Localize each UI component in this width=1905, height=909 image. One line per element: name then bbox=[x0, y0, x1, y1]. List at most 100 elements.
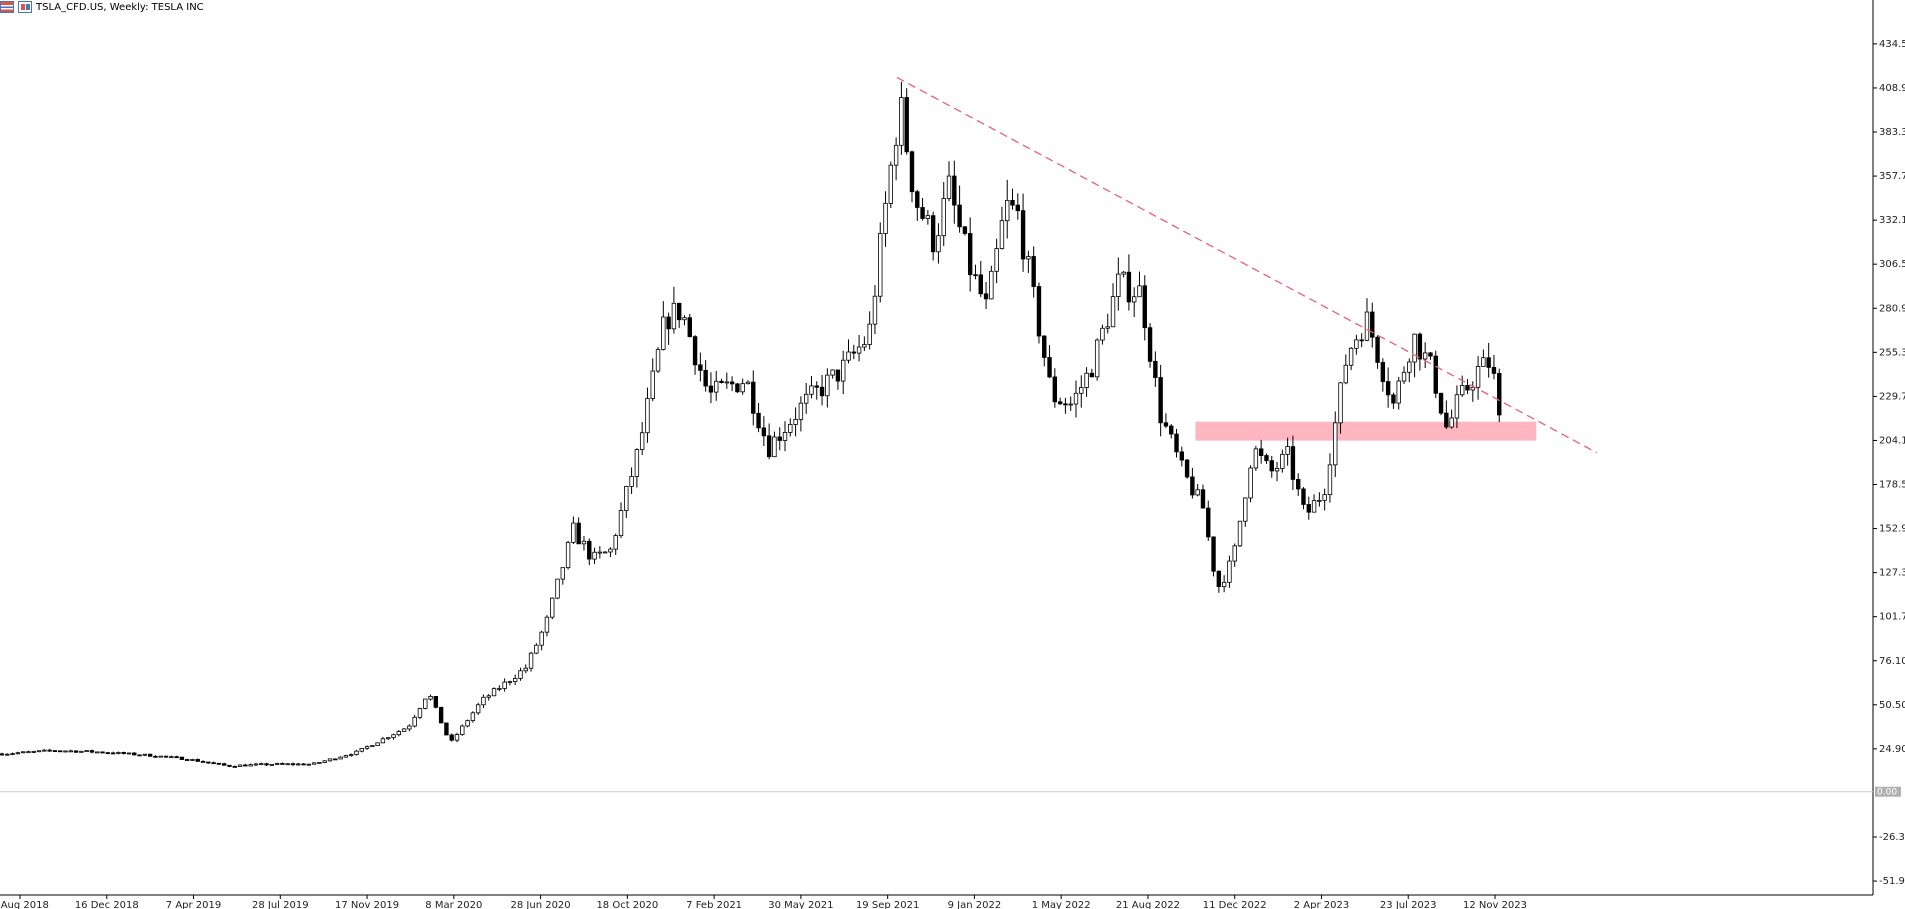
bear-candle bbox=[121, 752, 126, 754]
bear-candle bbox=[1211, 536, 1216, 572]
bear-candle bbox=[692, 336, 698, 366]
bull-candle bbox=[1253, 448, 1259, 469]
x-tick-label: 1 May 2022 bbox=[1032, 900, 1091, 909]
bear-candle bbox=[333, 758, 338, 761]
bull-candle bbox=[348, 754, 354, 757]
bear-candle bbox=[1036, 286, 1042, 337]
bull-candle bbox=[772, 436, 777, 458]
y-tick-label: 280.90 bbox=[1879, 303, 1905, 314]
bear-candle bbox=[1296, 479, 1301, 490]
bear-candle bbox=[290, 763, 296, 766]
bull-candle bbox=[888, 164, 894, 204]
bear-candle bbox=[1142, 285, 1147, 329]
bear-candle bbox=[1179, 451, 1185, 461]
bull-candle bbox=[830, 369, 835, 376]
bull-candle bbox=[629, 476, 634, 487]
bear-candle bbox=[89, 750, 95, 753]
bull-candle bbox=[1343, 364, 1349, 384]
bull-candle bbox=[550, 597, 555, 618]
bull-candle bbox=[370, 745, 375, 748]
bear-candle bbox=[819, 386, 825, 397]
bear-candle bbox=[195, 759, 200, 762]
bear-candle bbox=[1497, 373, 1502, 416]
bull-candle bbox=[248, 764, 253, 767]
bull-candle bbox=[1221, 581, 1227, 588]
x-tick-label: 28 Jul 2019 bbox=[252, 900, 309, 909]
chart-type-icon[interactable] bbox=[18, 1, 32, 13]
bull-candle bbox=[655, 349, 661, 372]
bull-candle bbox=[634, 449, 640, 477]
y-tick-label: 24.90 bbox=[1879, 744, 1905, 755]
bull-candle bbox=[1026, 256, 1031, 260]
bear-candle bbox=[835, 369, 841, 382]
bull-candle bbox=[862, 344, 867, 348]
y-tick-label: 204.10 bbox=[1879, 435, 1905, 446]
bear-candle bbox=[1184, 459, 1190, 478]
bear-candle bbox=[983, 293, 989, 300]
bear-candle bbox=[1486, 357, 1491, 368]
x-tick-label: 18 Oct 2020 bbox=[596, 900, 658, 909]
bear-candle bbox=[1200, 489, 1206, 509]
bull-candle bbox=[682, 317, 687, 321]
bull-candle bbox=[878, 233, 883, 297]
bull-candle bbox=[470, 712, 476, 722]
bear-candle bbox=[1380, 362, 1386, 382]
x-tick-label: 7 Feb 2021 bbox=[686, 900, 742, 909]
y-tick-label: 332.10 bbox=[1879, 215, 1905, 226]
bear-candle bbox=[909, 151, 915, 193]
bear-candle bbox=[243, 764, 248, 767]
bull-candle bbox=[534, 644, 539, 654]
bull-candle bbox=[391, 734, 396, 739]
bear-candle bbox=[1438, 392, 1444, 414]
bull-candle bbox=[798, 402, 804, 420]
bull-candle bbox=[899, 97, 904, 146]
bear-candle bbox=[967, 233, 973, 276]
bull-candle bbox=[1285, 446, 1290, 455]
zero-price-badge bbox=[1875, 786, 1901, 797]
bear-candle bbox=[301, 763, 306, 766]
bear-candle bbox=[200, 760, 206, 763]
bear-candle bbox=[110, 752, 116, 755]
bear-candle bbox=[153, 755, 158, 758]
bull-candle bbox=[872, 295, 878, 325]
x-tick-label: 30 May 2021 bbox=[768, 900, 833, 909]
bear-candle bbox=[163, 755, 169, 758]
y-tick-label: -26.30 bbox=[1879, 832, 1905, 843]
bull-candle bbox=[1396, 380, 1401, 404]
x-tick-label: 11 Dec 2022 bbox=[1203, 900, 1267, 909]
bear-candle bbox=[698, 364, 703, 371]
bear-candle bbox=[1010, 199, 1015, 206]
bull-candle bbox=[63, 750, 68, 753]
bear-candle bbox=[1391, 394, 1396, 404]
bull-candle bbox=[1333, 422, 1338, 466]
bull-candle bbox=[1232, 545, 1237, 562]
bull-candle bbox=[846, 351, 851, 361]
bull-candle bbox=[79, 750, 84, 753]
bull-candle bbox=[1243, 497, 1248, 522]
bull-candle bbox=[454, 734, 460, 741]
bear-candle bbox=[132, 752, 137, 756]
bear-candle bbox=[222, 763, 227, 766]
bear-candle bbox=[962, 226, 968, 234]
y-tick-label: 76.10 bbox=[1879, 656, 1905, 667]
bull-candle bbox=[1121, 271, 1126, 275]
y-tick-label: 255.30 bbox=[1879, 347, 1905, 358]
bear-candle bbox=[973, 274, 978, 277]
y-tick-label: 229.70 bbox=[1879, 391, 1905, 402]
x-tick-label: 12 Nov 2023 bbox=[1463, 900, 1527, 909]
x-tick-label: 7 Apr 2019 bbox=[166, 900, 221, 909]
bear-candle bbox=[1031, 256, 1036, 287]
x-tick-label: 9 Jan 2022 bbox=[948, 900, 1002, 909]
bull-candle bbox=[809, 385, 814, 395]
bear-candle bbox=[1020, 210, 1026, 260]
bull-candle bbox=[946, 175, 952, 199]
bull-candle bbox=[296, 763, 301, 766]
bull-candle bbox=[1454, 394, 1460, 419]
bull-candle bbox=[306, 763, 312, 766]
bear-candle bbox=[1444, 412, 1449, 428]
bear-candle bbox=[1306, 504, 1311, 513]
bear-candle bbox=[438, 706, 444, 724]
bear-candle bbox=[957, 204, 962, 228]
chart-window-icon[interactable] bbox=[0, 1, 14, 13]
